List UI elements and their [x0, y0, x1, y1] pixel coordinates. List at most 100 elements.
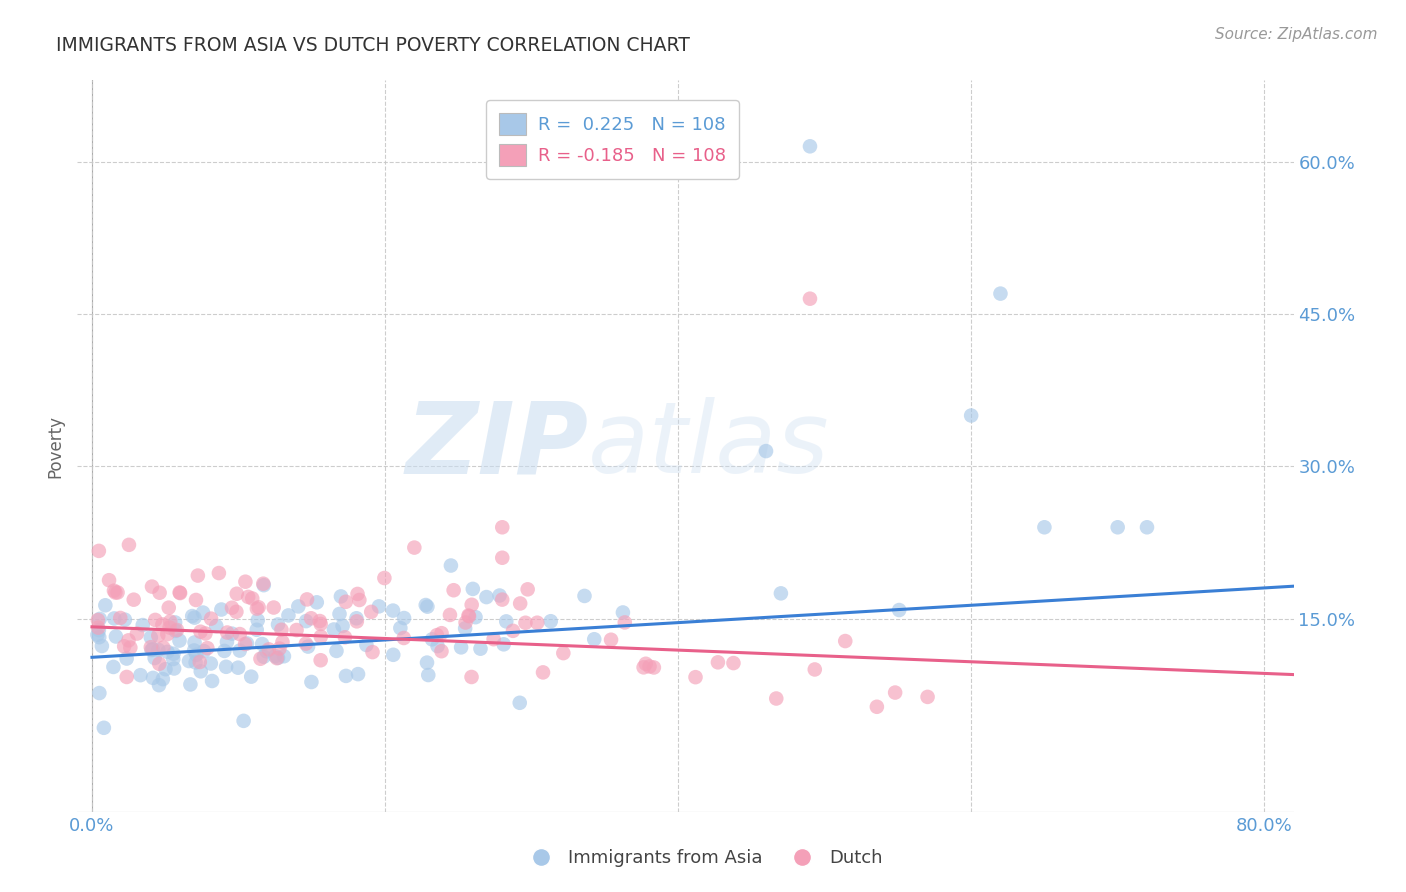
Point: [328, 607, 350, 621]
Point: [208, 566, 231, 580]
Point: [460, 670, 482, 684]
Point: [346, 611, 368, 625]
Point: [613, 615, 636, 630]
Point: [1136, 520, 1159, 534]
Point: [634, 657, 657, 671]
Point: [285, 623, 308, 637]
Point: [190, 624, 212, 639]
Point: [333, 630, 356, 644]
Point: [250, 637, 273, 651]
Point: [799, 139, 821, 153]
Point: [142, 671, 165, 685]
Point: [346, 587, 368, 601]
Point: [166, 623, 188, 637]
Point: [200, 612, 222, 626]
Point: [297, 640, 319, 654]
Point: [221, 626, 243, 640]
Point: [491, 550, 513, 565]
Point: [273, 649, 295, 664]
Point: [240, 670, 263, 684]
Point: [360, 605, 382, 619]
Point: [382, 648, 405, 662]
Point: [990, 286, 1012, 301]
Point: [194, 626, 217, 640]
Point: [470, 641, 492, 656]
Point: [87, 613, 110, 627]
Point: [169, 585, 191, 599]
Point: [217, 625, 239, 640]
Point: [229, 643, 252, 657]
Point: [600, 632, 623, 647]
Point: [143, 651, 166, 665]
Point: [132, 618, 155, 632]
Point: [103, 611, 125, 625]
Point: [183, 610, 205, 624]
Point: [238, 590, 260, 604]
Point: [257, 642, 280, 657]
Point: [305, 595, 328, 609]
Point: [94, 599, 117, 613]
Point: [799, 292, 821, 306]
Point: [884, 685, 907, 699]
Point: [295, 592, 318, 607]
Point: [89, 686, 111, 700]
Point: [139, 631, 162, 645]
Point: [277, 608, 299, 623]
Point: [866, 699, 889, 714]
Point: [195, 641, 218, 656]
Point: [120, 640, 142, 655]
Point: [179, 677, 201, 691]
Point: [515, 615, 537, 630]
Point: [416, 599, 439, 614]
Point: [392, 631, 415, 645]
Point: [214, 644, 236, 658]
Point: [115, 670, 138, 684]
Point: [643, 660, 665, 674]
Point: [104, 585, 127, 599]
Point: [103, 583, 125, 598]
Point: [253, 649, 276, 664]
Point: [803, 663, 825, 677]
Point: [225, 587, 247, 601]
Point: [440, 558, 463, 573]
Point: [141, 580, 163, 594]
Point: [889, 603, 911, 617]
Point: [264, 648, 287, 663]
Point: [266, 651, 288, 665]
Point: [186, 648, 208, 662]
Point: [309, 630, 332, 644]
Point: [249, 652, 271, 666]
Point: [685, 670, 707, 684]
Point: [583, 632, 606, 647]
Point: [295, 637, 318, 651]
Point: [420, 632, 443, 647]
Point: [89, 612, 111, 626]
Point: [267, 650, 290, 665]
Point: [93, 721, 115, 735]
Point: [271, 635, 294, 649]
Point: [221, 600, 243, 615]
Point: [509, 597, 531, 611]
Point: [454, 615, 477, 630]
Point: [162, 652, 184, 666]
Point: [246, 623, 269, 637]
Point: [165, 624, 187, 638]
Point: [148, 657, 170, 671]
Point: [834, 634, 856, 648]
Point: [707, 656, 730, 670]
Point: [416, 656, 439, 670]
Point: [225, 605, 247, 619]
Point: [156, 645, 179, 659]
Point: [181, 609, 204, 624]
Point: [191, 606, 214, 620]
Point: [960, 409, 983, 423]
Point: [502, 624, 524, 638]
Point: [246, 601, 269, 615]
Point: [638, 659, 661, 673]
Point: [287, 599, 309, 614]
Point: [163, 661, 186, 675]
Point: [148, 629, 170, 643]
Point: [205, 619, 228, 633]
Point: [187, 568, 209, 582]
Point: [188, 655, 211, 669]
